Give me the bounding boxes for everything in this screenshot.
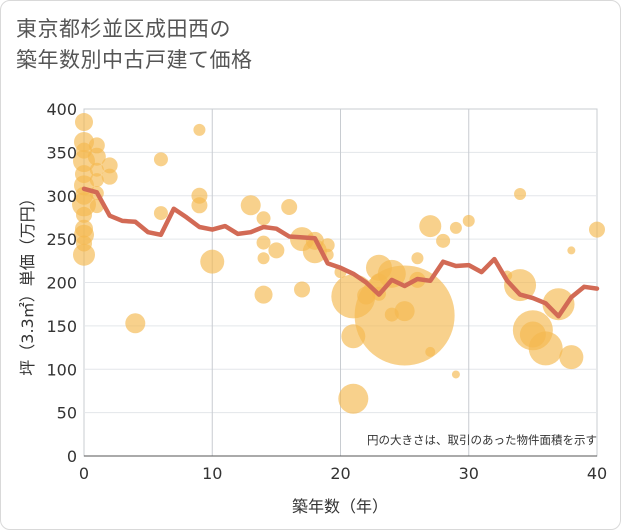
bubble-point [338, 383, 369, 414]
chart-title-line-2: 築年数別中古戸建て価格 [16, 48, 253, 72]
y-tick-label: 200 [46, 274, 77, 293]
y-tick-label: 400 [46, 100, 77, 119]
x-tick-label: 0 [79, 464, 89, 483]
bubble-point [425, 346, 436, 357]
bubble-point [320, 238, 335, 253]
size-note: 円の大きさは、取引のあった物件面積を示す [367, 433, 597, 447]
bubble-point [567, 246, 576, 255]
x-tick-label: 30 [459, 464, 479, 483]
y-tick-label: 150 [46, 317, 77, 336]
y-axis-title: 坪（3.3㎡）単価（万円） [18, 190, 37, 375]
bubble-point [294, 281, 311, 298]
bubble-point [75, 113, 93, 132]
bubble-point [542, 288, 575, 321]
chart-title-line-1: 東京都杉並区成田西の [16, 17, 231, 41]
y-tick-label: 50 [57, 404, 77, 423]
bubble-point [89, 173, 104, 188]
bubble-point [451, 370, 460, 379]
bubble-point [504, 269, 537, 302]
bubble-point [257, 252, 270, 265]
bubble-point [191, 197, 208, 214]
y-tick-label: 100 [46, 360, 77, 379]
bubble-point [200, 249, 225, 274]
bubble-point [559, 345, 584, 370]
bubble-point [193, 123, 206, 136]
bubble-point [87, 147, 106, 166]
x-tick-label: 10 [202, 464, 222, 483]
bubble-point [436, 233, 451, 248]
bubble-point [256, 235, 271, 250]
bubble-point [268, 242, 285, 259]
bubble-point [153, 152, 168, 167]
bubble-point [394, 301, 415, 322]
bubble-point [449, 221, 462, 234]
x-axis-title: 築年数（年） [292, 497, 388, 516]
bubble-point [240, 195, 261, 216]
bubble-point [528, 331, 563, 366]
bubble-point [101, 168, 118, 185]
trend-line [81, 186, 600, 319]
bubble-point [101, 157, 118, 174]
bubble-point [514, 188, 527, 201]
bubble-point [254, 285, 273, 304]
y-tick-label: 0 [67, 447, 77, 466]
bubble-point [89, 162, 104, 177]
bubbles [72, 113, 605, 414]
tick-labels: 0 50 100 150 200 250 300 350 400 0 10 20 30 40 [46, 100, 607, 483]
trend-line-group [81, 186, 600, 319]
bubble-point [281, 199, 298, 216]
bubble-point [256, 211, 271, 226]
bubble-point [462, 214, 475, 227]
bubble-point [411, 252, 424, 265]
bubble-point [125, 313, 146, 334]
bubble-point [76, 206, 92, 223]
y-tick-label: 350 [46, 143, 77, 162]
bubble-point [73, 243, 95, 266]
bubble-point [419, 215, 442, 238]
bubble-point [153, 206, 168, 221]
bubble-point [589, 221, 605, 238]
y-tick-label: 250 [46, 230, 77, 249]
chart-title: 東京都杉並区成田西の 築年数別中古戸建て価格 [16, 14, 253, 76]
x-tick-label: 40 [587, 464, 607, 483]
y-tick-label: 300 [46, 187, 77, 206]
x-tick-label: 20 [330, 464, 350, 483]
